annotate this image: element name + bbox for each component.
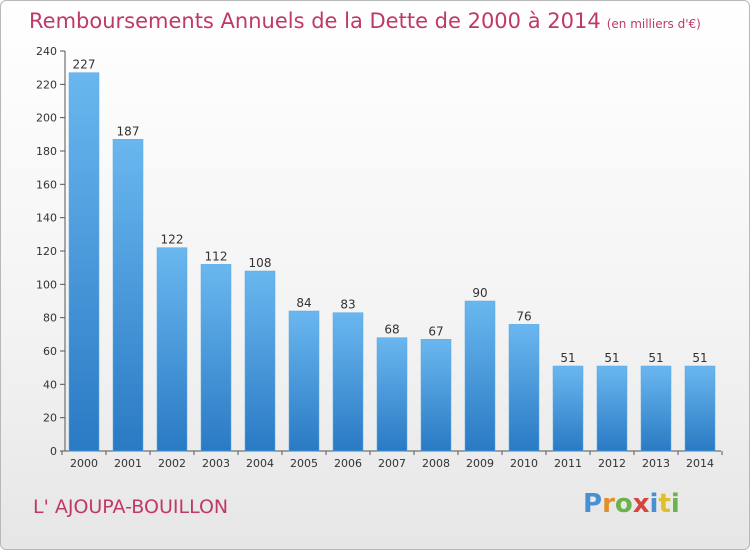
bar-2010 xyxy=(508,324,540,452)
bar-2000 xyxy=(68,72,100,452)
y-tick-label: 140 xyxy=(36,212,57,225)
data-label: 84 xyxy=(296,296,311,310)
y-tick-label: 80 xyxy=(43,312,57,325)
x-tick-label: 2013 xyxy=(642,457,670,470)
logo-letter: i xyxy=(649,489,659,519)
data-label: 108 xyxy=(249,256,272,270)
x-tick-label: 2010 xyxy=(510,457,538,470)
x-tick-label: 2002 xyxy=(158,457,186,470)
logo-letter: x xyxy=(632,489,650,519)
chart-bars xyxy=(68,72,716,452)
data-label: 187 xyxy=(117,124,140,138)
x-tick-label: 2009 xyxy=(466,457,494,470)
bar-2003 xyxy=(200,264,232,452)
x-tick-label: 2000 xyxy=(70,457,98,470)
data-label: 90 xyxy=(472,286,487,300)
logo-letter: t xyxy=(658,489,671,519)
logo-letter: P xyxy=(583,489,603,519)
x-tick-label: 2012 xyxy=(598,457,626,470)
y-tick-label: 100 xyxy=(36,278,57,291)
logo-letter: r xyxy=(602,489,615,519)
y-tick-label: 60 xyxy=(43,345,57,358)
bar-2012 xyxy=(596,365,628,452)
y-tick-label: 220 xyxy=(36,78,57,91)
data-label: 51 xyxy=(692,351,707,365)
bar-2005 xyxy=(288,310,320,452)
y-tick-label: 40 xyxy=(43,378,57,391)
chart-subtitle: (en milliers d'€) xyxy=(606,17,701,31)
x-tick-label: 2008 xyxy=(422,457,450,470)
bar-2011 xyxy=(552,365,584,452)
bar-2008 xyxy=(420,339,452,452)
bar-2004 xyxy=(244,270,276,452)
x-tick-label: 2003 xyxy=(202,457,230,470)
x-tick-label: 2004 xyxy=(246,457,274,470)
bar-2014 xyxy=(684,365,716,452)
data-label: 122 xyxy=(161,233,184,247)
logo-letter: o xyxy=(614,489,633,519)
y-tick-label: 180 xyxy=(36,145,57,158)
data-label: 227 xyxy=(73,58,96,72)
data-label: 51 xyxy=(648,351,663,365)
bar-2002 xyxy=(156,247,188,452)
data-label: 83 xyxy=(340,298,355,312)
x-tick-label: 2014 xyxy=(686,457,714,470)
y-tick-label: 240 xyxy=(36,45,57,58)
chart-title: Remboursements Annuels de la Dette de 20… xyxy=(29,9,601,33)
bar-2009 xyxy=(464,300,496,452)
x-tick-label: 2001 xyxy=(114,457,142,470)
data-label: 76 xyxy=(516,309,531,323)
y-tick-label: 0 xyxy=(50,445,57,458)
x-tick-label: 2011 xyxy=(554,457,582,470)
y-tick-label: 160 xyxy=(36,178,57,191)
proxiti-logo[interactable]: Proxiti xyxy=(583,489,680,519)
data-label: 51 xyxy=(604,351,619,365)
data-label: 68 xyxy=(384,323,399,337)
x-tick-label: 2006 xyxy=(334,457,362,470)
location-label: L' AJOUPA-BOUILLON xyxy=(33,496,229,518)
data-label: 112 xyxy=(205,249,228,263)
bar-2013 xyxy=(640,365,672,452)
data-label: 67 xyxy=(428,324,443,338)
y-tick-label: 120 xyxy=(36,245,57,258)
x-tick-label: 2007 xyxy=(378,457,406,470)
bar-2001 xyxy=(112,139,144,452)
bar-2007 xyxy=(376,337,408,452)
chart-data-labels: 227 187 122 112 108 84 83 68 67 90 76 51 51 51 51 xyxy=(73,58,708,365)
chart-axes: 0 20 40 60 80 100 120 140 160 180 200 220 240 2000 200… xyxy=(36,45,723,470)
data-label: 51 xyxy=(560,351,575,365)
x-tick-label: 2005 xyxy=(290,457,318,470)
chart-header: Remboursements Annuels de la Dette de 20… xyxy=(29,9,701,33)
y-tick-label: 200 xyxy=(36,112,57,125)
bar-2006 xyxy=(332,312,364,452)
logo-letter: i xyxy=(670,489,680,519)
y-tick-label: 20 xyxy=(43,412,57,425)
